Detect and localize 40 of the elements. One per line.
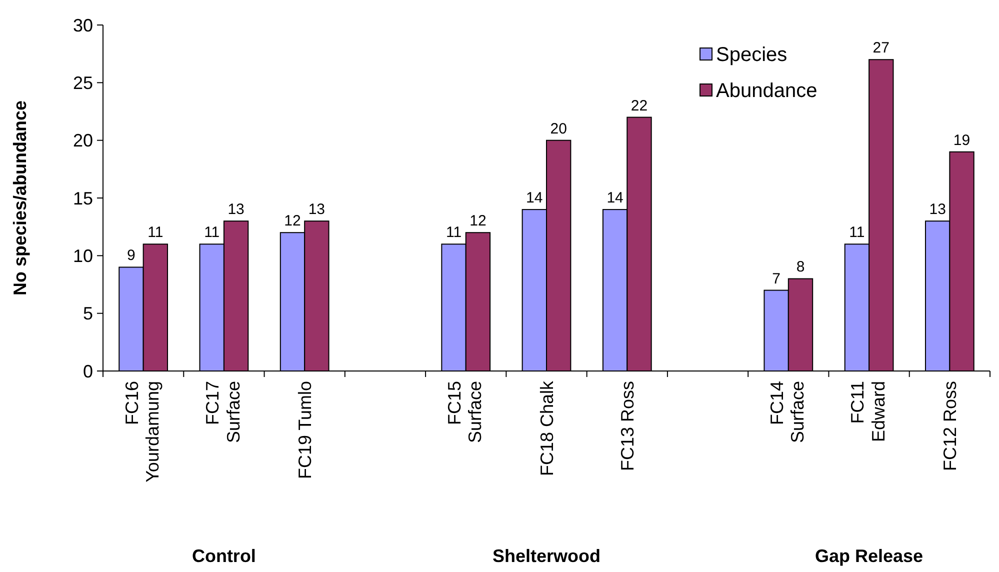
data-label: 12 <box>470 212 486 230</box>
x-tick-label: FC13 Ross <box>617 381 638 472</box>
y-axis-title: No species/abundance <box>10 100 30 296</box>
y-tick-label: 25 <box>72 72 93 93</box>
text: Gap Release <box>815 546 924 566</box>
x-tick-label: FC12 Ross <box>940 381 960 472</box>
x-tick-label: FC19 Tumlo <box>294 381 315 480</box>
text: Control <box>192 546 256 566</box>
y-tick-label: 15 <box>72 188 93 208</box>
data-label: 7 <box>772 270 780 288</box>
x-tick-label: FC17 Surface <box>202 381 244 444</box>
data-label: 9 <box>127 247 136 264</box>
legend-label: Abundance <box>716 80 818 102</box>
data-label: 8 <box>796 258 805 276</box>
legend-label: Species <box>716 44 788 66</box>
x-tick-label: FC15 Surface <box>444 381 486 444</box>
text: Shelterwood <box>492 546 601 566</box>
x-tick-label: FC14 Surface <box>767 381 808 444</box>
data-label: 20 <box>550 120 567 138</box>
data-label: 13 <box>929 201 946 218</box>
y-tick-label: 20 <box>72 130 93 151</box>
data-label: 27 <box>872 40 890 57</box>
data-label: 14 <box>526 190 543 207</box>
data-label: 11 <box>204 224 220 242</box>
data-label: 19 <box>953 132 970 149</box>
data-label: 11 <box>849 224 865 242</box>
x-tick-label: FC11 Edward <box>848 381 888 442</box>
data-label: 11 <box>446 224 462 242</box>
y-tick-label: 10 <box>72 246 93 266</box>
x-tick-label: FC16 Yourdamung <box>122 381 163 482</box>
y-tick-label: 5 <box>82 304 93 324</box>
data-label: 12 <box>284 212 301 230</box>
data-label: 11 <box>148 224 164 242</box>
data-label: 14 <box>606 190 624 207</box>
x-tick-label: FC18 Chalk <box>536 380 557 476</box>
data-label: 13 <box>308 201 326 218</box>
data-label: 13 <box>228 201 244 218</box>
y-tick-label: 30 <box>72 15 93 36</box>
data-label: 22 <box>630 97 648 114</box>
y-tick-label: 0 <box>82 361 93 382</box>
